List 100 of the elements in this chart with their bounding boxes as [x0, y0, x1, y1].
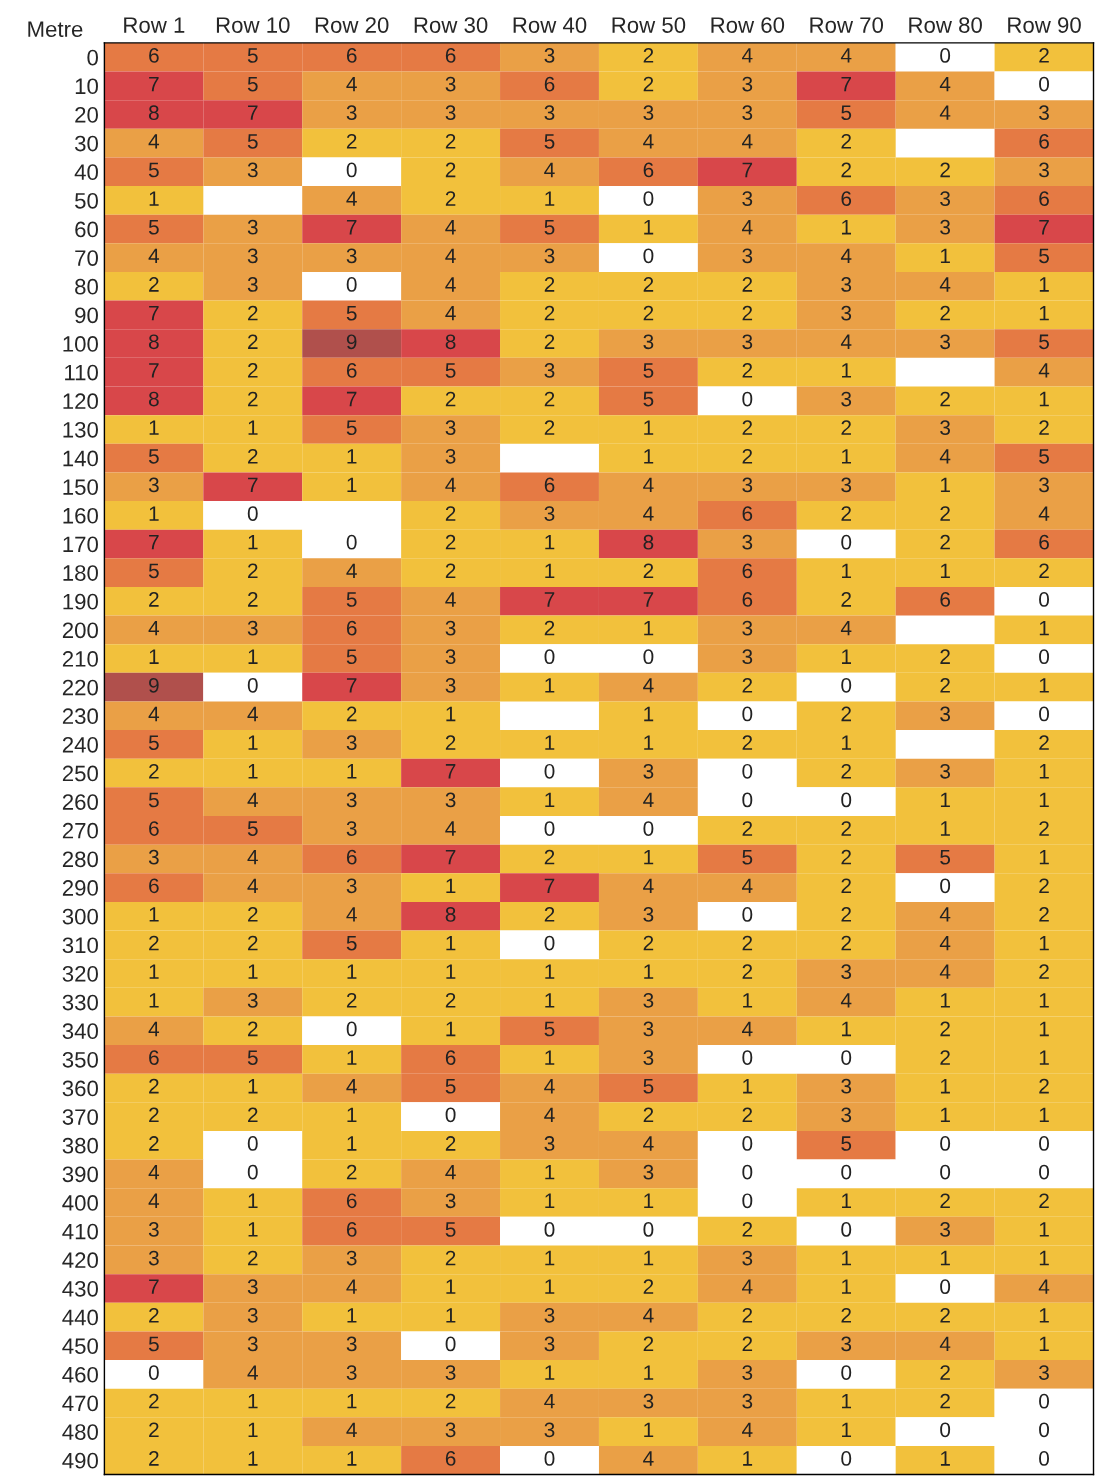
- data-label: 1: [347, 477, 357, 493]
- data-label: 4: [544, 1107, 555, 1123]
- x-tick-label: Row 40: [513, 17, 587, 33]
- data-label: 1: [347, 1394, 357, 1409]
- data-label: 1: [248, 420, 258, 435]
- data-label: 3: [544, 248, 555, 264]
- data-label: 1: [743, 1079, 753, 1094]
- data-label: 1: [644, 964, 654, 979]
- data-label: 2: [742, 448, 753, 464]
- data-label: 0: [1039, 1451, 1050, 1466]
- data-label: 4: [544, 162, 555, 178]
- data-label: 4: [643, 1451, 654, 1466]
- data-label: 4: [939, 105, 951, 120]
- y-tick-label: 250: [62, 765, 98, 782]
- y-tick-label: 460: [62, 1366, 98, 1383]
- data-label: 1: [248, 735, 258, 750]
- data-label: 1: [644, 1193, 654, 1208]
- data-label: 6: [1039, 191, 1049, 206]
- data-label: 3: [742, 334, 753, 350]
- data-label: 1: [545, 678, 555, 693]
- data-label: 3: [544, 1136, 555, 1151]
- data-label: 3: [742, 1393, 753, 1409]
- data-label: 8: [148, 105, 159, 121]
- data-label: 3: [445, 649, 456, 665]
- data-label: 2: [248, 563, 258, 578]
- data-label: 4: [643, 134, 654, 149]
- data-label: 3: [742, 76, 753, 92]
- data-label: 1: [248, 1451, 258, 1466]
- data-label: 2: [1039, 563, 1049, 578]
- data-label: 3: [247, 248, 258, 264]
- data-label: 4: [840, 248, 852, 264]
- data-label: 5: [742, 850, 753, 865]
- data-label: 4: [445, 1164, 456, 1180]
- x-tick-label: Row 20: [315, 17, 389, 33]
- y-tick-label: 30: [74, 135, 98, 152]
- data-label: 1: [1039, 993, 1049, 1008]
- data-label: 2: [742, 964, 753, 979]
- data-label: 5: [148, 563, 159, 579]
- data-label: 6: [742, 506, 753, 521]
- data-label: 1: [248, 1422, 258, 1437]
- y-tick-label: 210: [62, 651, 98, 667]
- data-label: 1: [1039, 1021, 1049, 1037]
- y-tick-label: 90: [75, 307, 98, 324]
- data-label: 4: [445, 305, 456, 321]
- data-label: 4: [445, 248, 456, 264]
- data-label: 2: [445, 992, 456, 1008]
- data-label: 3: [346, 105, 357, 121]
- data-label: 6: [346, 849, 357, 865]
- data-label: 6: [742, 563, 753, 579]
- data-label: 4: [840, 993, 852, 1008]
- data-label: 2: [1039, 821, 1049, 836]
- data-label: 3: [841, 1107, 852, 1123]
- y-tick-label: 80: [75, 278, 98, 295]
- y-tick-label: 340: [62, 1023, 98, 1040]
- data-label: 1: [248, 649, 258, 664]
- data-label: 0: [940, 1164, 951, 1180]
- data-label: 1: [940, 1107, 950, 1123]
- data-label: 2: [445, 191, 456, 206]
- data-label: 3: [544, 1336, 555, 1352]
- data-label: 2: [643, 48, 654, 63]
- y-tick-label: 430: [62, 1280, 98, 1297]
- data-label: 2: [544, 907, 555, 922]
- data-label: 5: [148, 220, 159, 235]
- data-label: 2: [445, 391, 456, 407]
- y-tick-label: 400: [62, 1195, 98, 1211]
- data-label: 1: [446, 1021, 456, 1037]
- data-label: 1: [842, 220, 852, 235]
- data-label: 6: [346, 1222, 357, 1237]
- y-tick-label: 10: [75, 78, 98, 95]
- data-label: 7: [248, 105, 258, 120]
- data-label: 2: [544, 420, 555, 435]
- data-label: 6: [1039, 133, 1049, 149]
- data-label: 2: [1039, 1078, 1049, 1094]
- data-label: 0: [346, 534, 357, 550]
- data-label: 4: [742, 1422, 753, 1437]
- data-label: 1: [644, 420, 654, 435]
- data-label: 0: [841, 1451, 852, 1466]
- data-label: 2: [248, 592, 258, 607]
- data-label: 3: [940, 191, 951, 206]
- data-label: 5: [247, 76, 258, 92]
- data-label: 3: [1039, 162, 1049, 178]
- data-label: 0: [247, 506, 258, 521]
- data-label: 1: [842, 649, 852, 664]
- data-label: 3: [346, 878, 357, 894]
- data-label: 3: [346, 1365, 357, 1380]
- data-label: 2: [841, 420, 851, 435]
- data-label: 1: [842, 1250, 852, 1266]
- data-label: 8: [445, 907, 456, 922]
- data-label: 1: [842, 1279, 852, 1294]
- data-label: 0: [841, 792, 852, 808]
- data-label: 1: [347, 764, 357, 779]
- data-label: 1: [446, 706, 456, 722]
- data-label: 0: [841, 1365, 852, 1380]
- data-label: 4: [247, 792, 258, 808]
- data-label: 2: [445, 1393, 456, 1409]
- data-label: 3: [643, 1021, 654, 1037]
- data-label: 0: [742, 907, 753, 922]
- data-label: 1: [347, 1136, 357, 1151]
- data-label: 7: [149, 305, 159, 321]
- data-label: 2: [1039, 48, 1049, 63]
